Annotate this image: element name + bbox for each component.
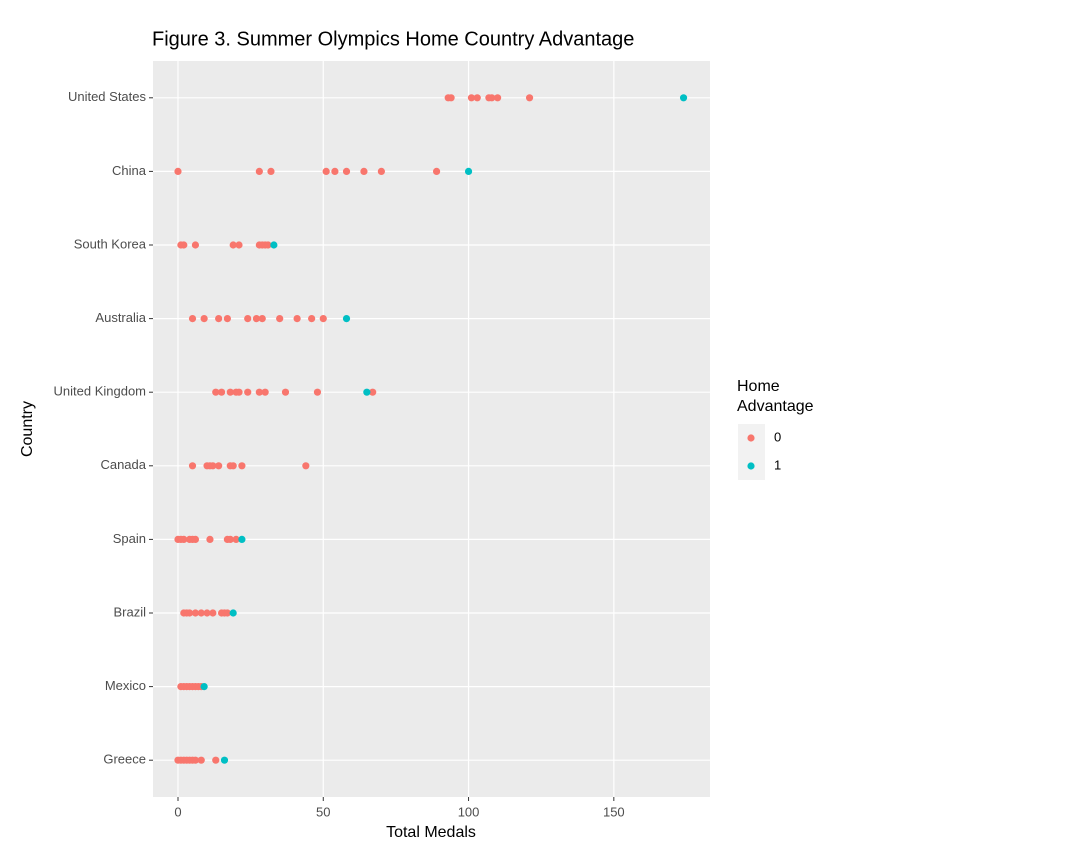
point (313, 388, 322, 396)
point (308, 315, 316, 323)
point (293, 315, 301, 323)
point (244, 388, 252, 396)
y-tick-label: Australia (95, 310, 146, 325)
point (186, 609, 194, 617)
point (191, 535, 200, 544)
point (229, 609, 237, 617)
point (255, 167, 263, 175)
point (238, 462, 246, 470)
point (270, 241, 278, 249)
y-tick-label: China (112, 163, 147, 178)
point (229, 241, 237, 249)
y-tick-label: Mexico (105, 678, 146, 693)
point (302, 462, 310, 470)
point (206, 535, 214, 544)
point (235, 388, 243, 396)
chart-title: Figure 3. Summer Olympics Home Country A… (152, 28, 634, 50)
point (258, 315, 266, 323)
point (220, 756, 229, 764)
point (191, 241, 200, 249)
point (267, 167, 275, 175)
y-tick-label: United Kingdom (54, 384, 147, 399)
point (494, 94, 502, 102)
x-tick-label: 150 (603, 804, 625, 819)
point (525, 94, 534, 102)
y-tick-label: South Korea (74, 236, 147, 251)
point (197, 609, 205, 617)
point (255, 388, 263, 396)
point (261, 388, 269, 396)
point (319, 315, 327, 323)
y-tick-label: Spain (113, 531, 146, 546)
point (322, 167, 330, 175)
y-tick-label: Canada (100, 457, 146, 472)
y-tick-label: Brazil (113, 604, 146, 619)
point (264, 241, 272, 249)
point (464, 167, 473, 175)
point (281, 388, 290, 396)
point (191, 756, 200, 764)
point (679, 94, 688, 102)
point (363, 388, 371, 396)
y-tick-label: United States (68, 89, 147, 104)
point (235, 241, 243, 249)
plot-panel (153, 61, 710, 797)
point (174, 167, 182, 175)
point (212, 388, 220, 396)
point (215, 462, 223, 470)
point (369, 388, 377, 396)
point (331, 167, 339, 175)
x-tick-label: 50 (316, 804, 330, 819)
y-tick-label: Greece (103, 752, 146, 767)
point (238, 535, 246, 544)
point (360, 167, 368, 175)
legend-label: 1 (774, 457, 781, 472)
point (209, 609, 217, 617)
point (377, 167, 385, 175)
x-axis-title: Total Medals (386, 824, 476, 841)
legend-marker (747, 434, 755, 442)
point (342, 167, 351, 175)
point (226, 535, 234, 544)
point (197, 756, 205, 764)
legend-label: 0 (774, 429, 781, 444)
point (488, 94, 496, 102)
point (229, 462, 237, 470)
point (447, 94, 455, 102)
x-tick-label: 0 (174, 804, 181, 819)
point (244, 315, 252, 323)
point (432, 167, 441, 175)
point (252, 315, 261, 323)
point (188, 315, 197, 323)
point (223, 609, 231, 617)
point (232, 535, 240, 544)
legend-marker (747, 462, 755, 470)
point (203, 609, 211, 617)
point (209, 462, 217, 470)
point (217, 388, 226, 396)
legend-title: Home Advantage (737, 378, 814, 415)
point (212, 756, 220, 764)
point (226, 388, 234, 396)
y-axis-title: Country (19, 401, 36, 457)
point (342, 315, 351, 323)
point (188, 462, 197, 470)
point (215, 315, 223, 323)
point (200, 683, 208, 691)
x-tick-label: 100 (458, 804, 480, 819)
point (473, 94, 481, 102)
point (180, 241, 188, 249)
point (467, 94, 476, 102)
point (276, 315, 284, 323)
point (191, 609, 200, 617)
point (180, 535, 188, 544)
point (223, 315, 231, 323)
point (200, 315, 208, 323)
